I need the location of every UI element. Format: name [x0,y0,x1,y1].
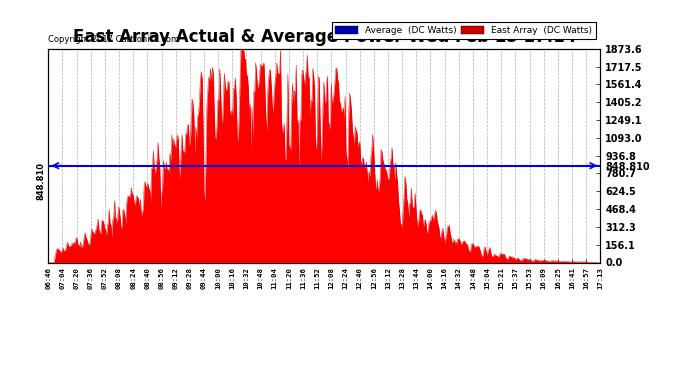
Legend: Average  (DC Watts), East Array  (DC Watts): Average (DC Watts), East Array (DC Watts… [332,22,595,39]
Title: East Array Actual & Average Power Wed Feb 15 17:14: East Array Actual & Average Power Wed Fe… [72,28,576,46]
Text: Copyright 2017 Cartronics.com: Copyright 2017 Cartronics.com [48,36,179,45]
